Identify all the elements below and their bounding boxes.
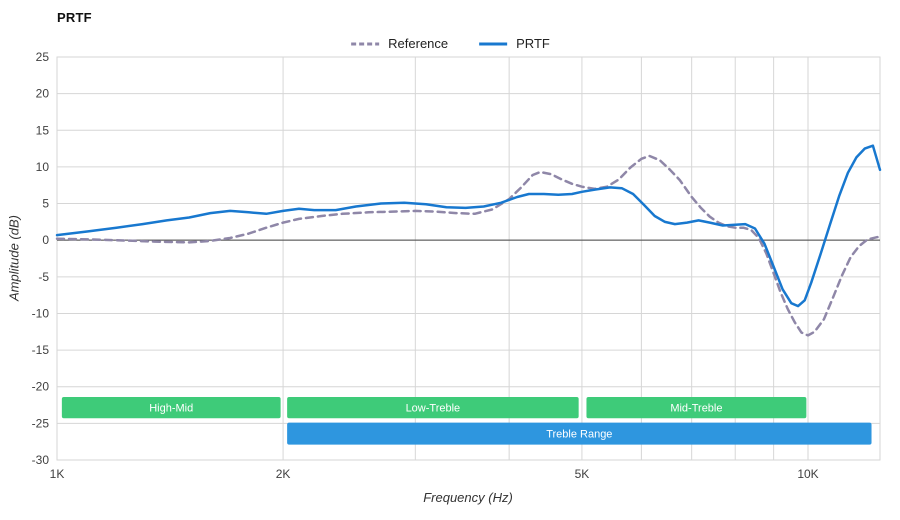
band-label: High-Mid	[149, 403, 193, 415]
x-tick-label: 1K	[50, 467, 65, 481]
band-label: Mid-Treble	[670, 403, 722, 415]
band-label: Low-Treble	[406, 403, 461, 415]
y-tick-label: 15	[36, 123, 50, 137]
x-tick-label: 10K	[797, 467, 818, 481]
y-tick-label: 20	[36, 87, 50, 101]
legend-label-reference: Reference	[388, 36, 449, 51]
band-treble-range	[287, 422, 872, 445]
prtf-line-swatch-icon	[479, 42, 508, 45]
x-axis-title: Frequency (Hz)	[423, 490, 513, 505]
y-tick-label: 5	[42, 197, 49, 211]
legend-item-prtf[interactable]: PRTF	[478, 36, 550, 51]
band-high-mid	[61, 396, 281, 419]
band-mid-treble	[586, 396, 807, 419]
y-tick-label: -10	[32, 306, 50, 320]
y-tick-label: -5	[38, 270, 49, 284]
y-tick-label: 25	[36, 50, 50, 64]
band-label: Treble Range	[546, 429, 612, 441]
series-reference	[55, 154, 882, 337]
y-tick-label: -15	[32, 343, 50, 357]
y-tick-label: 10	[36, 160, 50, 174]
y-tick-label: -30	[32, 453, 50, 467]
x-tick-label: 5K	[575, 467, 590, 481]
y-axis-title: Amplitude (dB)	[6, 215, 22, 301]
band-low-treble	[287, 396, 579, 419]
chart-legend: Reference PRTF	[350, 36, 550, 51]
reference-line-swatch-icon	[351, 42, 380, 45]
y-tick-label: -25	[32, 416, 50, 430]
legend-item-reference[interactable]: Reference	[350, 36, 448, 51]
x-tick-label: 2K	[276, 467, 291, 481]
series-prtf	[55, 144, 882, 308]
chart-title: PRTF	[57, 10, 92, 25]
y-tick-label: 0	[42, 233, 49, 247]
y-tick-label: -20	[32, 380, 50, 394]
legend-label-prtf: PRTF	[516, 36, 550, 51]
